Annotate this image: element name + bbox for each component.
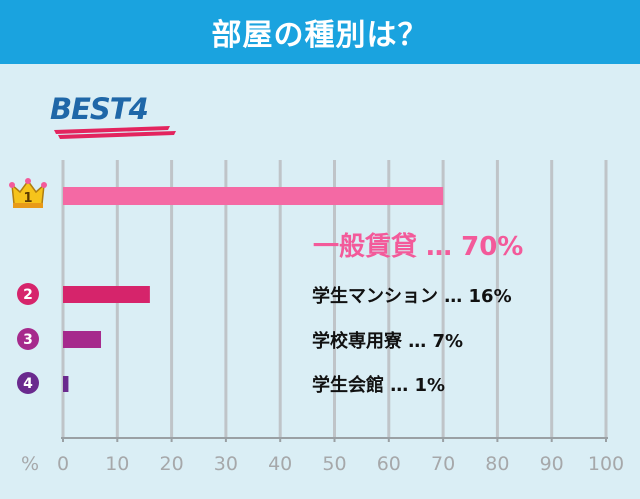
- page-title: 部屋の種別は？: [211, 18, 429, 53]
- rank-label: 2: [23, 287, 33, 303]
- bar: [63, 187, 444, 205]
- badge-label: BEST4: [50, 92, 149, 126]
- badge-underline: [54, 126, 176, 139]
- tick-label: 10: [105, 453, 129, 475]
- tick-label: 70: [431, 453, 455, 475]
- tick-label: 80: [485, 453, 509, 475]
- tick-label: 40: [268, 453, 292, 475]
- rank-circle: [17, 283, 39, 305]
- x-unit-label: %: [21, 453, 39, 475]
- bar-annotation: 学生マンション … 16%: [312, 286, 512, 307]
- bar-annotation: 学生会館 … 1%: [312, 375, 446, 396]
- tick-label: 60: [377, 453, 401, 475]
- rank-label: 3: [23, 332, 33, 348]
- rank-label: 1: [23, 191, 32, 206]
- bar: [63, 286, 150, 303]
- tick-label: 50: [322, 453, 346, 475]
- rank-circle: [17, 328, 39, 350]
- rank-label: 4: [23, 376, 33, 392]
- header-bar: 部屋の種別は？: [0, 0, 640, 64]
- rank-circle: [17, 372, 39, 394]
- tick-label: 30: [214, 453, 238, 475]
- tick-label: 90: [540, 453, 564, 475]
- bar: [63, 376, 69, 392]
- tick-label: 0: [57, 453, 69, 475]
- tick-label: 100: [588, 453, 624, 475]
- crown-jewel: [9, 182, 15, 188]
- crown-jewel: [41, 182, 47, 188]
- tick-label: 20: [160, 453, 184, 475]
- bar-annotation: 一般賃貸 … 70%: [313, 232, 524, 262]
- bar: [63, 331, 102, 348]
- crown-band: [13, 203, 43, 208]
- bar-annotation: 学校専用寮 … 7%: [312, 331, 464, 352]
- best-badge: BEST4: [50, 92, 180, 142]
- crown-jewel: [25, 178, 31, 184]
